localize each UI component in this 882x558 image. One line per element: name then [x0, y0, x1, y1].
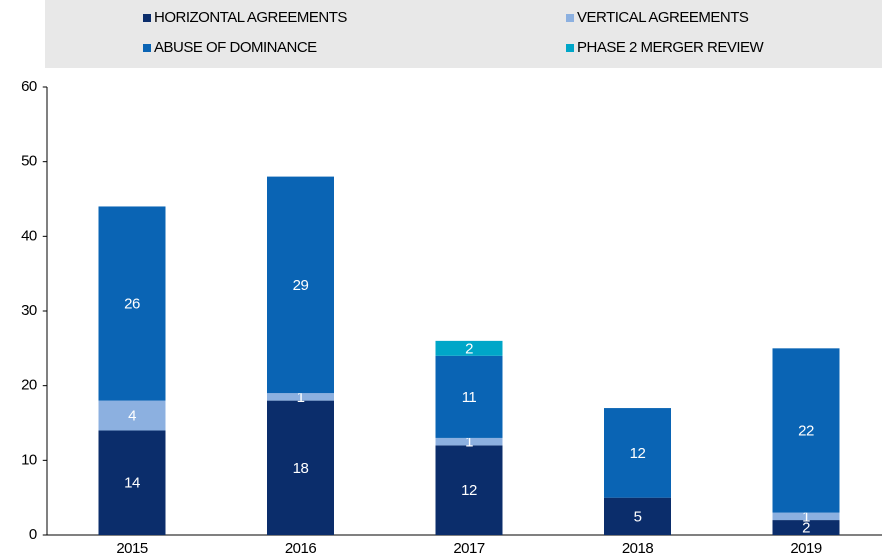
x-tick-label: 2016 — [285, 540, 317, 557]
bar-segment — [435, 437, 503, 446]
data-label: 12 — [461, 482, 477, 499]
x-tick-label: 2019 — [790, 540, 822, 557]
legend-swatch — [566, 14, 574, 22]
x-tick-label: 2017 — [453, 540, 485, 557]
legend-swatch — [143, 44, 151, 52]
bar-segment — [772, 512, 840, 521]
data-label: 2 — [802, 520, 810, 537]
data-label: 26 — [124, 296, 140, 313]
legend-label: HORIZONTAL AGREEMENTS — [154, 9, 347, 26]
data-label: 11 — [462, 389, 477, 406]
bar-segment — [435, 445, 503, 535]
y-tick-label: 40 — [21, 227, 37, 244]
bar-segment — [98, 206, 166, 401]
bar-segment — [267, 393, 334, 401]
bar-segment — [435, 340, 503, 356]
bar-segment — [435, 355, 503, 438]
y-tick-label: 20 — [21, 377, 37, 394]
data-label: 4 — [128, 408, 136, 425]
legend-box — [45, 0, 882, 68]
y-tick-label: 60 — [21, 78, 37, 95]
data-label: 12 — [630, 445, 646, 462]
y-tick-label: 50 — [21, 153, 37, 170]
bar-segment — [98, 400, 166, 431]
data-label: 1 — [465, 434, 473, 451]
x-tick-label: 2018 — [622, 540, 654, 557]
y-tick-label: 30 — [21, 302, 37, 319]
data-label: 18 — [293, 460, 309, 477]
data-label: 5 — [634, 508, 642, 525]
bar-segment — [772, 348, 840, 513]
legend-swatch — [566, 44, 574, 52]
bar-segment — [98, 430, 166, 535]
data-label: 1 — [297, 389, 305, 406]
legend-label: PHASE 2 MERGER REVIEW — [577, 39, 765, 56]
legend-swatch — [143, 14, 151, 22]
bar-segment — [604, 408, 671, 498]
y-tick-label: 10 — [21, 451, 37, 468]
y-tick-label: 0 — [29, 526, 37, 543]
x-tick-label: 2015 — [116, 540, 148, 557]
data-label: 22 — [798, 422, 814, 439]
bar-segment — [267, 400, 334, 535]
data-label: 29 — [293, 277, 309, 294]
legend-label: VERTICAL AGREEMENTS — [577, 9, 749, 26]
bar-segment — [604, 497, 671, 535]
data-label: 2 — [465, 340, 473, 357]
bar-segment — [267, 176, 334, 394]
legend-label: ABUSE OF DOMINANCE — [154, 39, 317, 56]
bar-segment — [772, 520, 840, 535]
data-label: 14 — [124, 475, 140, 492]
data-label: 1 — [802, 508, 810, 525]
